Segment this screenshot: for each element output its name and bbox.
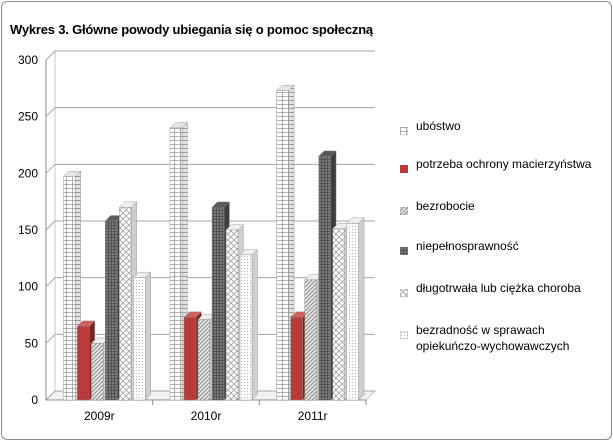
- legend-item: bezrobocie: [399, 198, 475, 216]
- legend-item: potrzeba ochrony macierzyństwa: [399, 156, 592, 174]
- legend-label: niepełnosprawność: [416, 239, 519, 253]
- bars-layer: [62, 84, 365, 401]
- gridline: [45, 50, 375, 61]
- legend-label: bezradność w sprawach opiekuńczo-wychowa…: [416, 323, 570, 353]
- y-tick-label: 300: [18, 53, 38, 67]
- legend-label: potrzeba ochrony macierzyństwa: [416, 157, 592, 171]
- chart-title: Wykres 3. Główne powody ubiegania się o …: [10, 22, 373, 37]
- legend-label: długotrwała lub ciężka choroba: [416, 281, 581, 295]
- bar: [239, 249, 258, 401]
- gridline: [45, 333, 375, 344]
- gridline: [45, 390, 375, 401]
- gridline: [45, 277, 375, 288]
- legend-item: ubóstwo: [399, 118, 461, 136]
- gridline: [45, 163, 375, 174]
- legend-swatch: [399, 122, 409, 136]
- gridline: [45, 107, 375, 118]
- legend-label: ubóstwo: [416, 119, 461, 133]
- legend-swatch: [399, 242, 409, 256]
- y-tick-label: 200: [18, 166, 38, 180]
- legend-item: bezradność w sprawach opiekuńczo-wychowa…: [399, 322, 610, 354]
- x-tick-label: 2011r: [298, 409, 328, 423]
- legend: ubóstwo potrzeba ochrony macierzyństwa bez…: [399, 0, 610, 441]
- bar: [132, 271, 152, 401]
- legend-swatch: [399, 284, 409, 298]
- legend-swatch: [399, 326, 409, 340]
- legend-swatch: [399, 160, 409, 174]
- y-tick-label: 250: [18, 110, 38, 124]
- legend-item: niepełnosprawność: [399, 238, 519, 256]
- legend-label: bezrobocie: [416, 199, 475, 213]
- bar: [346, 217, 365, 401]
- legend-item: długotrwała lub ciężka choroba: [399, 280, 581, 298]
- x-tick-label: 2010r: [191, 409, 222, 423]
- y-tick-label: 150: [18, 223, 38, 237]
- x-tick-label: 2009r: [84, 409, 115, 423]
- gridline: [45, 220, 375, 231]
- legend-swatch: [399, 202, 409, 216]
- y-tick-label: 50: [25, 336, 39, 350]
- y-tick-label: 100: [18, 280, 38, 294]
- y-tick-label: 0: [31, 393, 38, 407]
